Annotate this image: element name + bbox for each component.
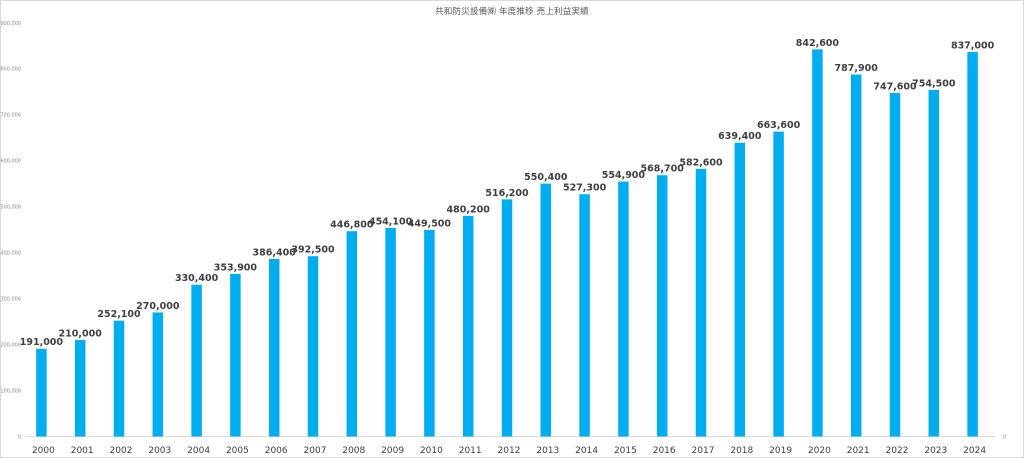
y-tick-label: 800,000: [0, 67, 21, 73]
bar-2007: [307, 256, 319, 437]
x-tick-label: 2014: [575, 446, 598, 456]
x-tick-label: 2019: [769, 446, 792, 456]
bar-2019: [773, 131, 784, 437]
data-label: 754,500: [912, 78, 956, 89]
x-tick-label: 2011: [459, 446, 482, 456]
bar-2014: [579, 194, 590, 437]
bar-2004: [191, 284, 202, 437]
data-label: 386,400: [253, 247, 297, 258]
bar-2000: [36, 348, 47, 437]
data-label: 554,900: [602, 170, 646, 181]
x-tick-label: 2021: [847, 446, 870, 456]
data-label: 446,800: [330, 220, 374, 231]
data-label: 392,500: [291, 245, 335, 256]
bar-2006: [268, 258, 280, 437]
x-tick-label: 2007: [304, 446, 327, 456]
x-tick-label: 2010: [420, 446, 443, 456]
bar-2021: [850, 74, 862, 437]
y-tick-label: 200,000: [0, 342, 21, 348]
y-tick-label: 100,000: [0, 388, 21, 394]
y-tick-label: 400,000: [0, 251, 21, 257]
data-label: 330,400: [175, 273, 219, 284]
x-tick-label: 2009: [381, 446, 404, 456]
data-label: 252,100: [97, 309, 141, 320]
data-label: 454,100: [369, 216, 413, 227]
bar-2011: [462, 215, 474, 437]
x-tick-label: 2006: [265, 446, 288, 456]
data-label: 568,700: [641, 164, 685, 175]
data-label: 527,300: [563, 183, 607, 194]
x-tick-label: 2015: [614, 446, 637, 456]
y-tick-label: 0: [18, 434, 21, 440]
bar-2017: [695, 168, 707, 437]
x-tick-label: 2008: [342, 446, 365, 456]
x-tick-label: 2016: [653, 446, 676, 456]
data-label: 353,900: [214, 262, 258, 273]
x-tick-label: 2017: [692, 446, 715, 456]
x-tick-label: 2018: [730, 446, 753, 456]
bar-2012: [501, 199, 513, 437]
x-tick-label: 2020: [808, 446, 831, 456]
data-label: 787,900: [835, 63, 879, 74]
y-tick-label: 700,000: [0, 113, 21, 119]
bar-2023: [928, 89, 940, 437]
x-tick-label: 2001: [71, 446, 94, 456]
data-label: 639,400: [718, 131, 762, 142]
x-tick-label: 2002: [110, 446, 133, 456]
data-label: 210,000: [59, 329, 103, 340]
x-tick-label: 2024: [963, 446, 986, 456]
x-tick-label: 2023: [924, 446, 947, 456]
bar-2002: [113, 320, 125, 437]
y-tick-label: 600,000: [0, 159, 21, 165]
bar-2003: [152, 312, 164, 437]
data-label: 480,200: [447, 204, 491, 215]
bar-2020: [812, 49, 823, 437]
bar-2005: [230, 273, 241, 437]
bar-2024: [967, 51, 978, 437]
y-tick-label: 300,000: [0, 296, 21, 302]
data-label: 663,600: [757, 120, 801, 131]
x-tick-label: 2013: [536, 446, 559, 456]
data-label: 270,000: [136, 301, 180, 312]
bar-2013: [540, 183, 552, 437]
bar-2008: [346, 231, 358, 437]
data-label: 842,600: [796, 38, 840, 49]
bar-2009: [385, 227, 396, 437]
bar-2015: [618, 181, 629, 437]
data-label: 191,000: [20, 337, 64, 348]
y-tick-label: 500,000: [0, 205, 21, 211]
y-tick-label: 900,000: [0, 21, 21, 27]
data-label: 582,600: [679, 157, 723, 168]
x-tick-label: 2000: [32, 446, 55, 456]
x-tick-label: 2003: [148, 446, 171, 456]
x-tick-label: 2004: [187, 446, 210, 456]
x-tick-label: 2005: [226, 446, 249, 456]
data-label: 449,500: [408, 218, 452, 229]
data-label: 550,400: [524, 172, 568, 183]
bar-2001: [74, 340, 86, 437]
chart-title: 共和防災設備㈱ 年度推移 売上利益実績: [435, 7, 589, 17]
bar-2018: [734, 142, 746, 437]
bar-2016: [656, 175, 668, 437]
data-label: 747,600: [873, 82, 917, 93]
bar-2010: [424, 229, 435, 437]
data-label: 516,200: [485, 188, 529, 199]
x-tick-label: 2012: [498, 446, 521, 456]
data-label: 837,000: [951, 40, 995, 51]
bar-2022: [889, 93, 901, 437]
right-axis-label: 0: [1003, 434, 1006, 440]
x-tick-label: 2022: [886, 446, 909, 456]
